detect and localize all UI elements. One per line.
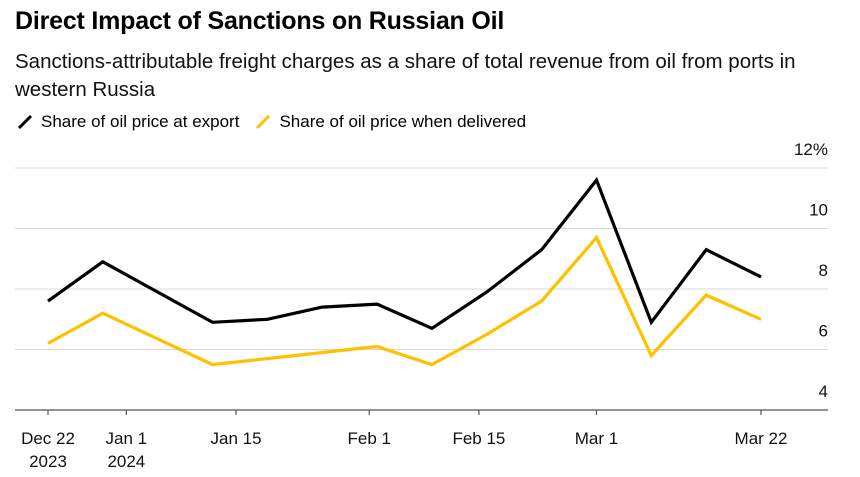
y-tick-label: 12% xyxy=(794,140,828,159)
y-axis-tick-labels: 4 6 8 10 12% xyxy=(794,140,828,401)
series-line-delivered[interactable] xyxy=(47,234,762,367)
x-tick-sublabel: 2023 xyxy=(29,452,67,471)
x-tick-label: Mar 1 xyxy=(575,429,618,448)
legend-label-export: Share of oil price at export xyxy=(41,112,240,131)
chart-subtitle: Sanctions-attributable freight charges a… xyxy=(15,50,796,101)
x-tick-label: Jan 15 xyxy=(211,429,262,448)
x-axis: Dec 22 2023 Jan 1 2024 Jan 15 Feb 1 Feb 15 Mar … xyxy=(15,409,828,471)
legend-label-delivered: Share of oil price when delivered xyxy=(279,112,527,131)
x-tick-label: Jan 1 xyxy=(106,429,148,448)
legend-swatch-delivered xyxy=(256,114,271,130)
y-tick-label: 6 xyxy=(819,322,828,341)
chart-title: Direct Impact of Sanctions on Russian Oi… xyxy=(15,7,505,35)
x-tick-label: Dec 22 xyxy=(21,429,75,448)
x-tick-label: Feb 15 xyxy=(452,429,505,448)
legend-swatch-export xyxy=(17,114,33,130)
series-line-export[interactable] xyxy=(47,176,762,331)
y-tick-label: 10 xyxy=(809,201,828,220)
y-tick-label: 4 xyxy=(819,382,828,401)
x-tick-label: Feb 1 xyxy=(347,429,390,448)
chart-legend: Share of oil price at export Share of oi… xyxy=(15,112,540,132)
x-tick-label: Mar 22 xyxy=(735,429,788,448)
y-tick-label: 8 xyxy=(819,261,828,280)
series-lines xyxy=(47,176,762,367)
legend-item-delivered[interactable]: Share of oil price when delivered xyxy=(253,112,526,132)
x-tick-sublabel: 2024 xyxy=(107,452,145,471)
legend-item-export[interactable]: Share of oil price at export xyxy=(15,112,239,132)
